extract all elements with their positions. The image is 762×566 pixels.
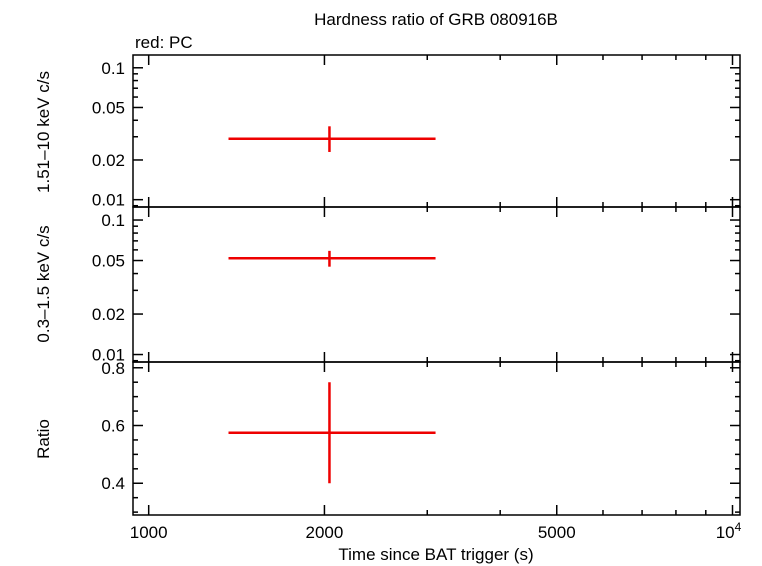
x-tick-label: 104 xyxy=(716,520,742,542)
y-axis-label-hard: 1.51–10 keV c/s xyxy=(34,71,53,193)
x-axis-label: Time since BAT trigger (s) xyxy=(338,545,533,564)
x-tick-label: 1000 xyxy=(130,523,168,542)
y-tick-label: 0.1 xyxy=(101,211,125,230)
y-tick-label: 0.1 xyxy=(101,59,125,78)
y-axis-label-soft: 0.3–1.5 keV c/s xyxy=(34,225,53,342)
y-tick-label: 0.4 xyxy=(101,474,125,493)
y-tick-label: 0.01 xyxy=(92,191,125,210)
x-tick-label: 5000 xyxy=(538,523,576,542)
y-tick-label: 0.02 xyxy=(92,305,125,324)
x-tick-label: 2000 xyxy=(306,523,344,542)
y-tick-label: 0.05 xyxy=(92,98,125,117)
panel-frame-hard-band xyxy=(132,54,741,208)
legend-note: red: PC xyxy=(135,33,193,52)
x-tick-exponent: 4 xyxy=(735,520,742,534)
chart-title: Hardness ratio of GRB 080916B xyxy=(314,10,558,29)
plot-layer: 0.010.020.050.10.010.020.050.10.40.60.81… xyxy=(92,54,742,542)
y-tick-label: 0.02 xyxy=(92,151,125,170)
y-tick-label: 0.6 xyxy=(101,417,125,436)
panel-frame-ratio xyxy=(132,361,741,516)
y-axis-label-ratio: Ratio xyxy=(34,419,53,459)
y-tick-label: 0.01 xyxy=(92,346,125,365)
panel-frame-soft-band xyxy=(132,206,741,363)
y-tick-label: 0.05 xyxy=(92,252,125,271)
y-tick-label: 0.8 xyxy=(101,359,125,378)
